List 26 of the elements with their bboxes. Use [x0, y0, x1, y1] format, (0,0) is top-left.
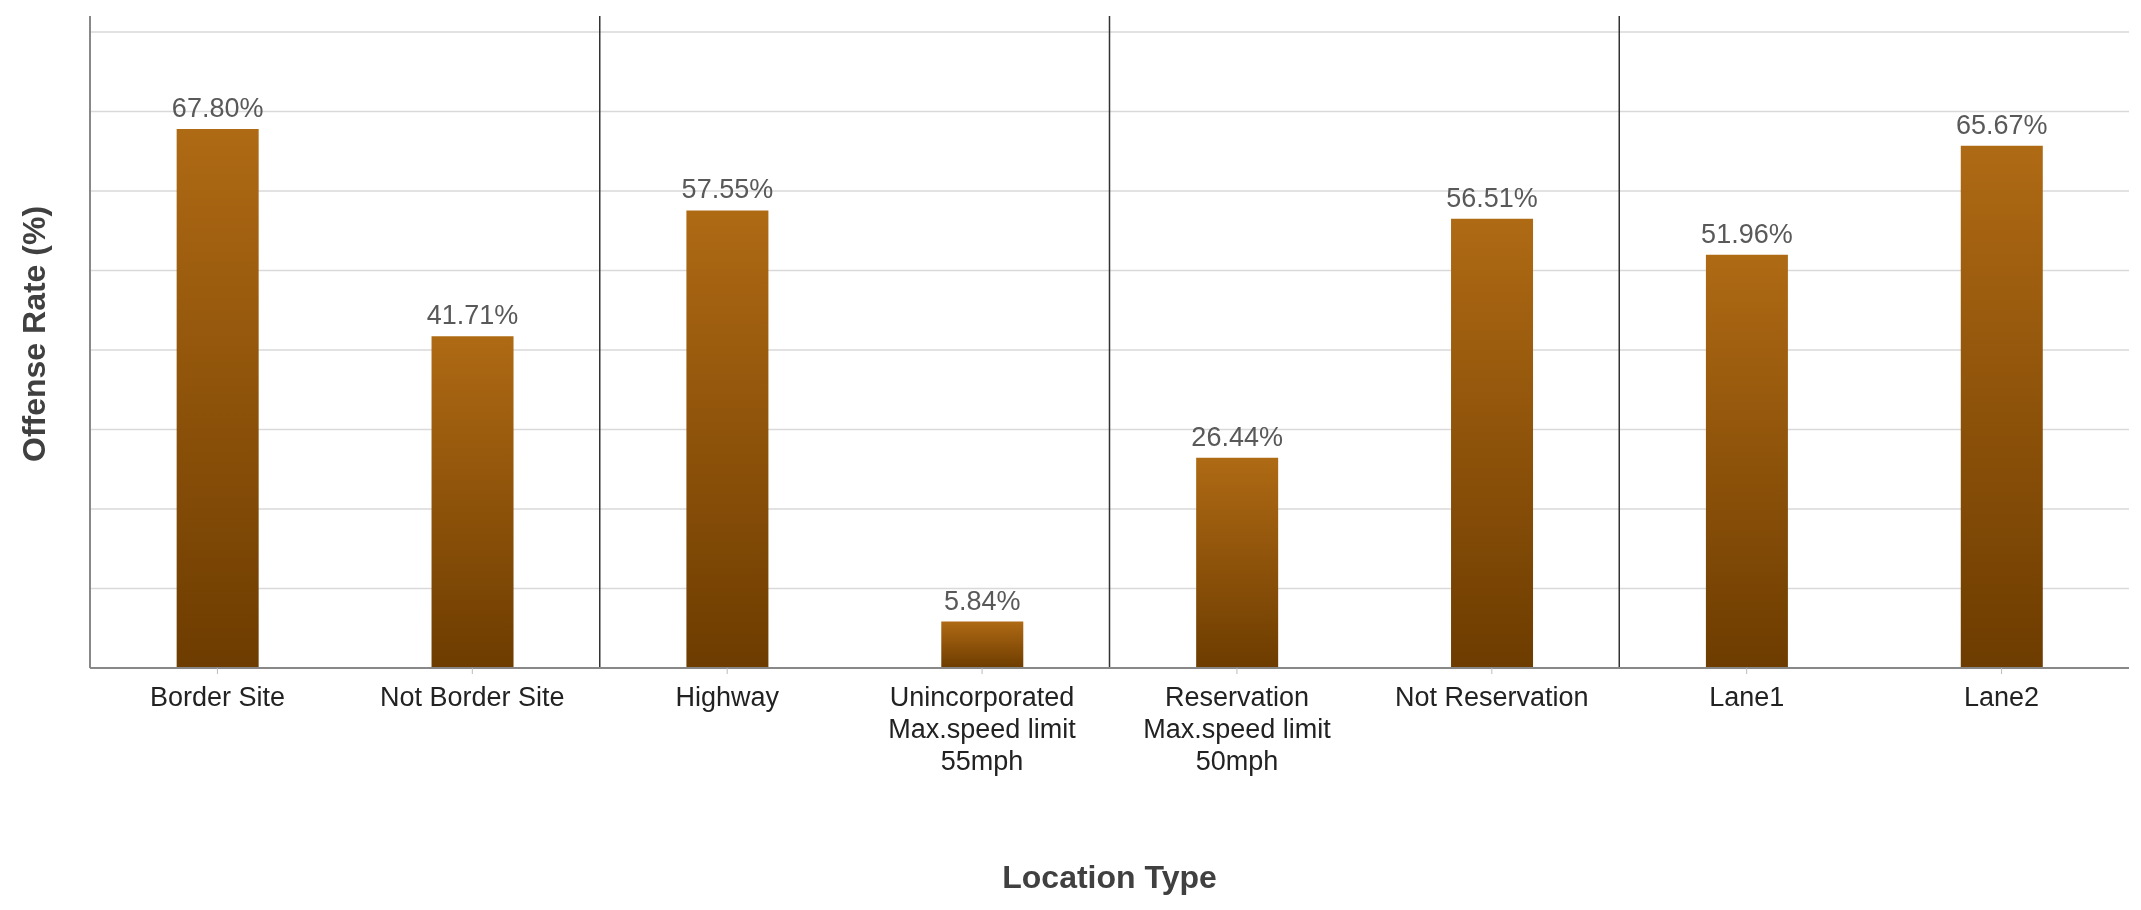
x-tick-label: Lane2 [1964, 682, 2040, 712]
data-label: 26.44% [1191, 421, 1283, 452]
data-label: 56.51% [1446, 182, 1538, 213]
x-tick-label: Unincorporated Max.speed limit 55mph [888, 682, 1077, 776]
bar [941, 621, 1024, 668]
x-tick-label: Border Site [149, 682, 285, 712]
x-tick-label: Highway [675, 682, 780, 712]
bar [1705, 254, 1788, 668]
data-label: 65.67% [1955, 109, 2048, 140]
x-axis-title: Location Type [1002, 859, 1217, 895]
y-axis-title: Offense Rate (%) [16, 205, 53, 462]
data-label: 51.96% [1701, 218, 1793, 249]
x-tick-label: Not Border Site [380, 682, 565, 712]
data-label: 67.80% [171, 92, 264, 123]
data-label: 57.55% [681, 174, 774, 205]
x-tick-label: Not Reservation [1395, 682, 1589, 712]
x-tick-label: Reservation Max.speed limit 50mph [1143, 682, 1332, 776]
x-tick-label: Lane1 [1709, 682, 1785, 712]
bar [1960, 145, 2043, 668]
bar [686, 210, 769, 668]
bar [431, 336, 514, 668]
data-label: 41.71% [426, 300, 519, 331]
data-label: 5.84% [944, 585, 1021, 616]
bar [1451, 218, 1534, 668]
bar [176, 128, 259, 668]
bar [1196, 457, 1279, 668]
